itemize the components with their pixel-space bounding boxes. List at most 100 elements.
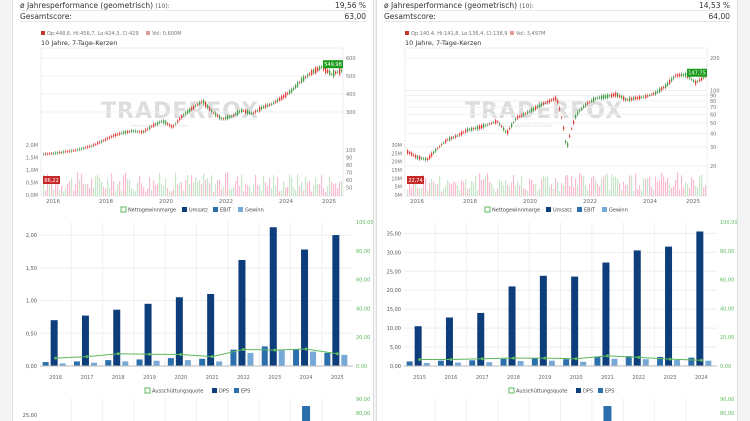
volume-bar <box>243 191 245 196</box>
candle <box>499 123 501 125</box>
volume-bar <box>663 176 665 196</box>
volume-bar <box>273 175 275 196</box>
volume-bar <box>261 190 263 196</box>
fundamentals-bar-chart[interactable]: Nettogewinnmarge Umsatz EBIT Gewinn 35,00 30,… <box>377 206 738 386</box>
volume-tick-label: 2,0M <box>26 143 38 149</box>
legend-swatch <box>546 207 551 212</box>
volume-bar <box>291 177 293 196</box>
candle <box>241 109 243 113</box>
volume-bar <box>193 183 195 196</box>
candle <box>527 111 529 114</box>
candle <box>105 138 107 141</box>
candle <box>473 128 475 130</box>
candle <box>521 114 523 117</box>
volume-bar <box>201 184 203 196</box>
volume-bar <box>489 182 491 196</box>
candle <box>585 103 587 107</box>
volume-bar <box>481 179 483 196</box>
candle <box>339 68 341 75</box>
chart-subtitle: 10 Jahre, 7-Tage-Kerzen <box>405 39 481 47</box>
candle <box>173 125 175 127</box>
vol-label: Vol: 0,600M <box>152 31 181 37</box>
volume-bar <box>105 188 107 196</box>
candle <box>183 114 185 116</box>
bar-ebit <box>105 360 112 366</box>
legend-swatch <box>144 387 151 394</box>
candle <box>225 117 227 120</box>
volume-bar <box>425 178 427 196</box>
volume-tick-label: 1,5M <box>26 156 38 162</box>
volume-bar <box>235 181 237 196</box>
legend-label: EBIT <box>584 208 596 214</box>
candle <box>679 74 681 77</box>
candle <box>295 85 297 89</box>
volume-bar <box>665 181 667 196</box>
fundamentals-bar-chart[interactable]: Nettogewinnmarge Umsatz EBIT Gewinn 2,00 1,50… <box>13 206 374 386</box>
candle <box>649 95 651 96</box>
candle <box>409 152 411 154</box>
price-chart[interactable]: Op:140,4, Hi:141,8, Lo:136,4, Cl:138,9 Vo… <box>377 28 738 208</box>
category-label: 2018 <box>112 375 125 381</box>
dividend-chart[interactable]: Ausschüttungsquote DPS EPS 90,00 80,00 <box>377 386 738 421</box>
candle <box>581 108 583 110</box>
candle <box>99 141 101 143</box>
candle <box>657 90 659 93</box>
volume-bar <box>657 181 659 196</box>
candle <box>513 122 515 124</box>
bar-umsatz <box>144 303 152 366</box>
candle <box>677 74 679 77</box>
candle <box>195 105 197 107</box>
nettogewinnmarge-point <box>449 358 453 362</box>
volume-bar <box>655 176 657 196</box>
volume-bar <box>315 177 317 196</box>
volume-bar <box>115 191 117 196</box>
left-tick-label: 25,00 <box>23 413 37 419</box>
candle <box>139 131 141 133</box>
volume-bar <box>207 177 209 196</box>
volume-bar <box>259 185 261 196</box>
volume-bar <box>419 188 421 196</box>
candle <box>247 110 249 114</box>
category-label: 2022 <box>237 375 250 381</box>
candle <box>661 87 663 91</box>
nettogewinnmarge-point <box>512 356 516 360</box>
candle <box>57 152 59 154</box>
candle <box>577 111 579 115</box>
price-chart[interactable]: Op:448,6, Hi:456,7, Lo:424,3, Cl:429 Vol:… <box>13 28 374 208</box>
candle <box>131 130 133 132</box>
metric-label: ø Jahresperformance (geometrisch) <box>20 1 154 10</box>
volume-bar <box>703 187 705 196</box>
candle <box>309 73 311 75</box>
dividend-chart[interactable]: Ausschüttungsquote DPS EPS 90,00 80,00 25,00 <box>13 386 374 421</box>
right-tick-label: 40,00 <box>356 306 370 312</box>
candle <box>109 136 111 139</box>
candle <box>637 97 639 99</box>
candle <box>529 110 531 112</box>
volume-bar <box>505 180 507 196</box>
volume-bar <box>473 182 475 196</box>
candle <box>453 136 455 138</box>
candle <box>215 112 217 116</box>
volume-bar <box>653 190 655 196</box>
volume-bar <box>217 179 219 196</box>
legend-swatch <box>238 207 243 212</box>
volume-bar <box>127 178 129 196</box>
category-label: 2021 <box>601 375 614 381</box>
bar-gewinn <box>341 354 348 366</box>
candle <box>55 152 57 154</box>
candle <box>549 99 551 103</box>
candle <box>651 94 653 96</box>
candle <box>313 69 315 74</box>
category-label: 2023 <box>664 375 677 381</box>
volume-bar <box>443 188 445 196</box>
bar-gewinn <box>486 362 493 366</box>
candle <box>227 115 229 120</box>
bar-gewinn <box>310 351 317 366</box>
candle <box>615 92 617 97</box>
volume-bar <box>549 186 551 196</box>
metric-value: 64,00 <box>708 12 730 21</box>
legend-swatch <box>576 388 581 393</box>
legend-swatch <box>577 207 582 212</box>
volume-bar <box>409 177 411 196</box>
volume-bar <box>611 174 613 196</box>
